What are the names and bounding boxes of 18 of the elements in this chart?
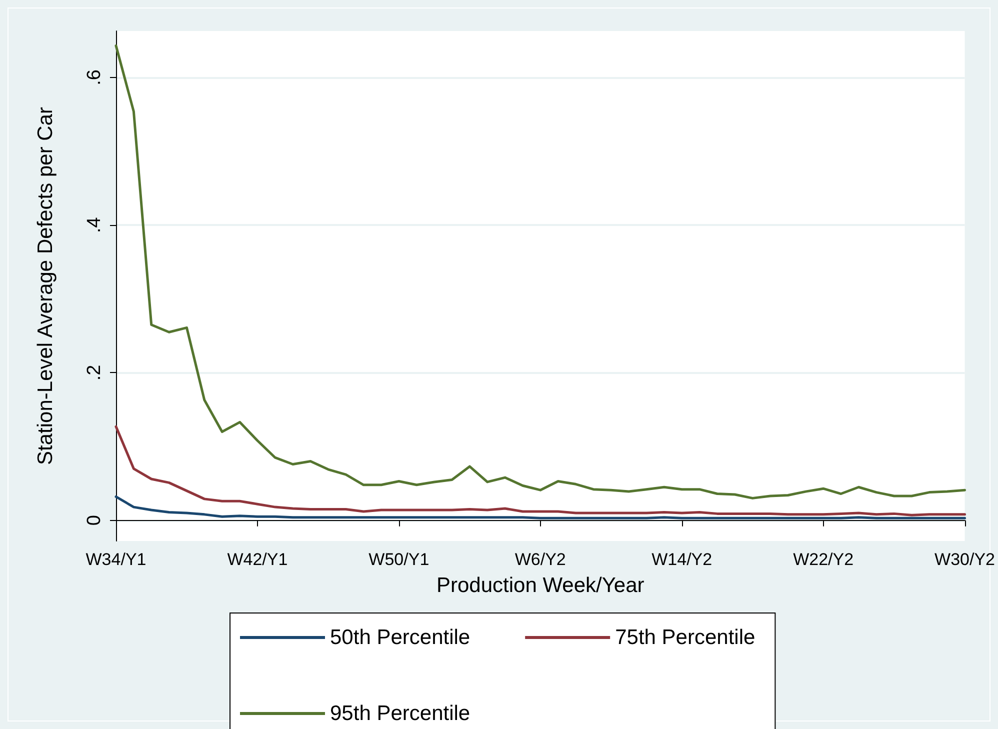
y-tick-label: .4 bbox=[84, 216, 105, 234]
y-axis-title: Station-Level Average Defects per Car bbox=[34, 107, 57, 465]
x-tick-label: W14/Y2 bbox=[652, 550, 712, 569]
x-tick-label: W6/Y2 bbox=[514, 550, 566, 569]
legend-label: 75th Percentile bbox=[615, 626, 756, 649]
x-tick-label: W50/Y1 bbox=[368, 550, 430, 569]
legend-label: 50th Percentile bbox=[330, 626, 470, 649]
x-tick-label: W42/Y1 bbox=[227, 550, 288, 569]
x-tick-label: W30/Y2 bbox=[934, 550, 996, 569]
legend-label: 95th Percentile bbox=[330, 702, 470, 725]
line-series bbox=[114, 425, 966, 516]
x-tick-label: W34/Y1 bbox=[86, 550, 146, 569]
y-tick-label: 0 bbox=[84, 515, 105, 526]
y-tick-label: .6 bbox=[84, 70, 105, 86]
line-series bbox=[114, 44, 966, 500]
x-axis-title: Production Week/Year bbox=[436, 574, 644, 597]
x-tick-label: W22/Y2 bbox=[793, 550, 854, 569]
y-tick-label: .2 bbox=[84, 364, 105, 381]
